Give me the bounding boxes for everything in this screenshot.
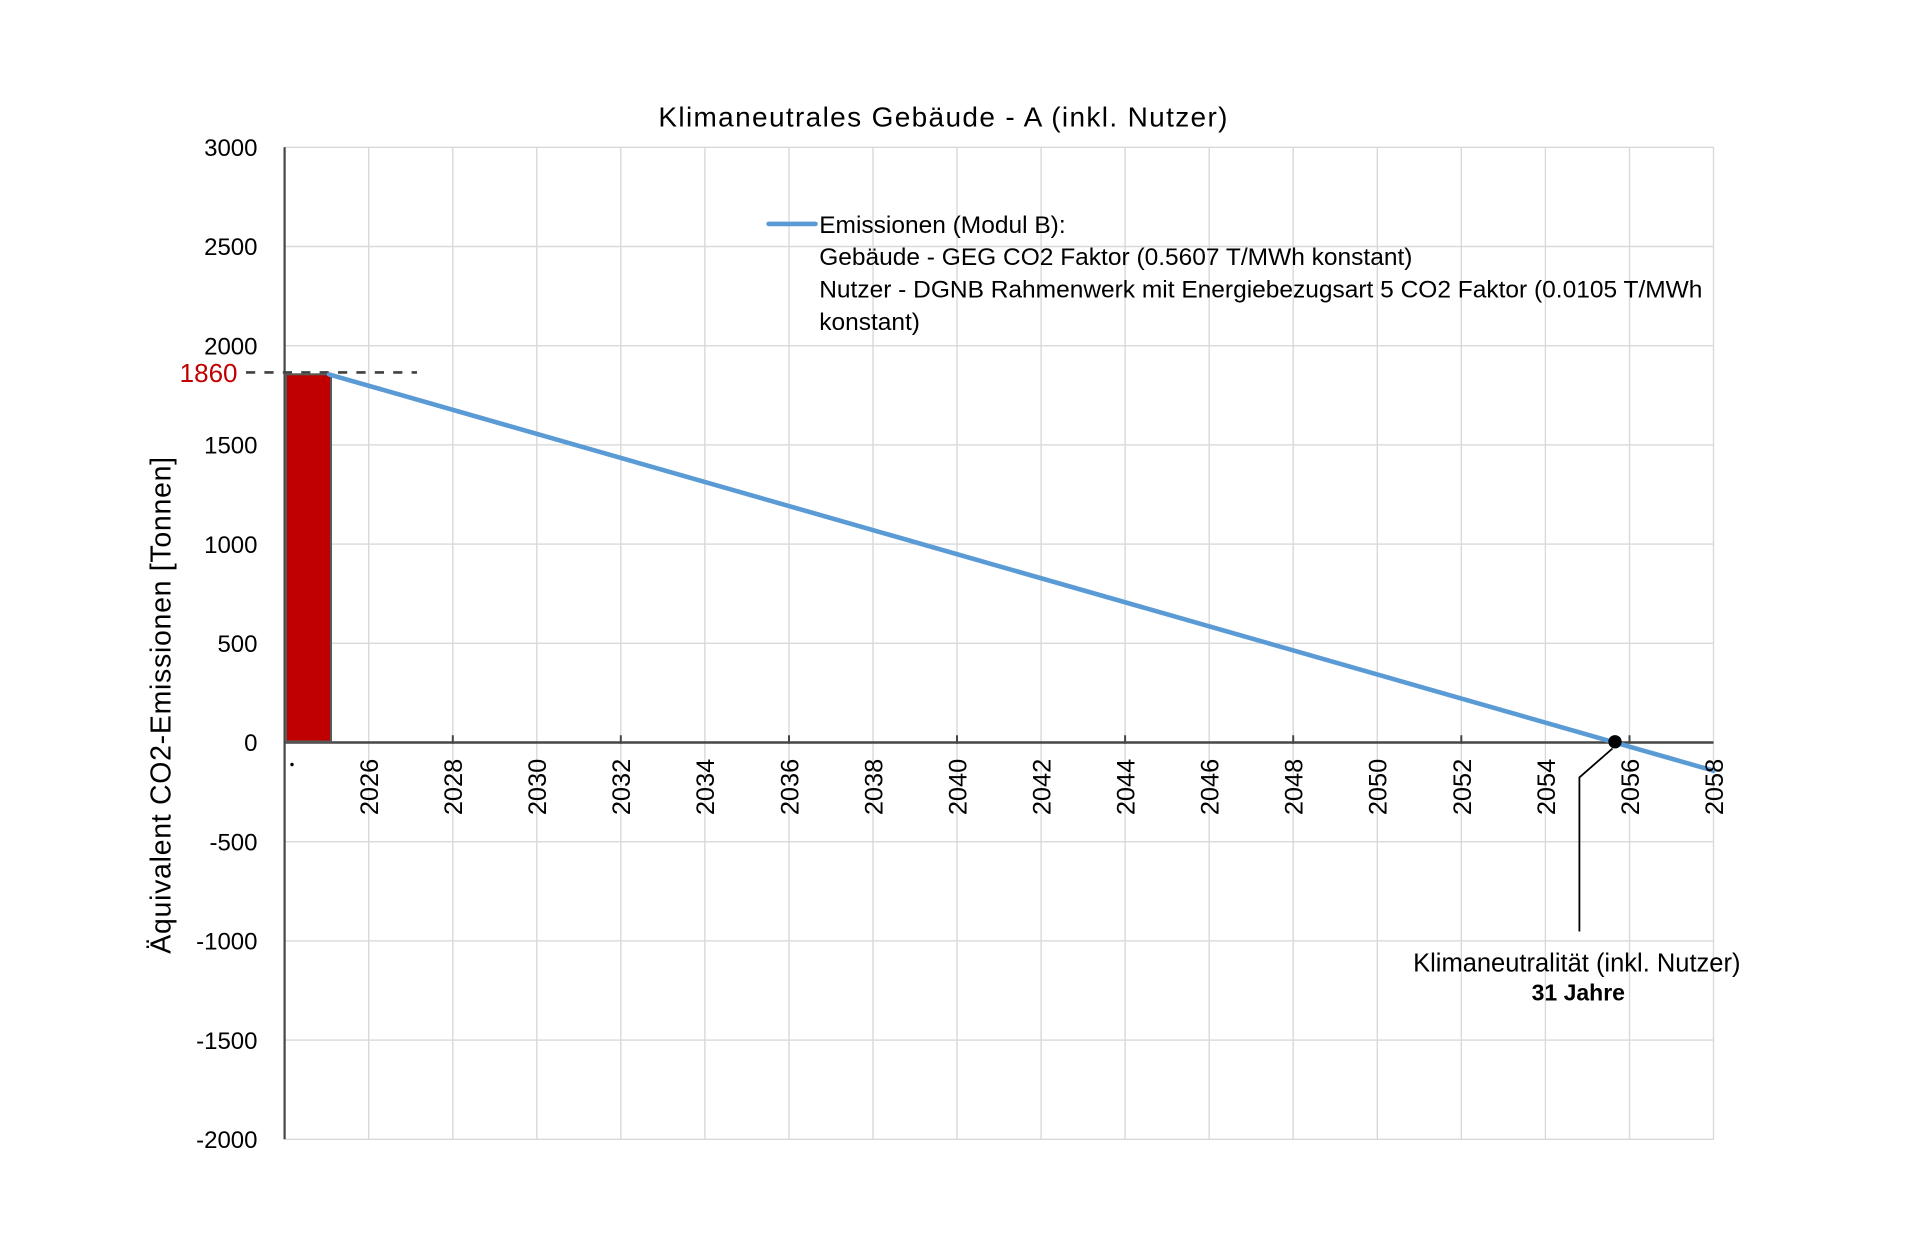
svg-text:-1500: -1500	[196, 1028, 257, 1055]
svg-text:2038: 2038	[860, 759, 888, 815]
svg-text:1000: 1000	[204, 532, 257, 559]
svg-text:2028: 2028	[440, 759, 468, 815]
svg-text:2050: 2050	[1365, 759, 1393, 815]
svg-text:-1000: -1000	[196, 929, 257, 956]
svg-text:2500: 2500	[204, 234, 257, 261]
svg-text:2056: 2056	[1617, 759, 1645, 815]
svg-text:2042: 2042	[1029, 759, 1057, 815]
svg-text:2044: 2044	[1113, 759, 1141, 815]
svg-text:Klimaneutrales Gebäude - A (in: Klimaneutrales Gebäude - A (inkl. Nutzer…	[658, 102, 1228, 133]
svg-text:3000: 3000	[204, 135, 257, 162]
svg-text:Nutzer - DGNB Rahmenwerk mit E: Nutzer - DGNB Rahmenwerk mit Energiebezu…	[819, 277, 1702, 304]
svg-text:2036: 2036	[776, 759, 804, 815]
svg-text:2026: 2026	[356, 759, 384, 815]
svg-text:500: 500	[217, 631, 257, 658]
svg-text:2034: 2034	[692, 759, 720, 815]
svg-text:2030: 2030	[524, 759, 552, 815]
svg-text:2046: 2046	[1197, 759, 1225, 815]
svg-text:2058: 2058	[1701, 759, 1729, 815]
svg-text:0: 0	[244, 730, 257, 757]
svg-text:-500: -500	[209, 830, 257, 857]
svg-text:konstant): konstant)	[819, 309, 920, 336]
svg-text:2048: 2048	[1281, 759, 1309, 815]
svg-text:1860: 1860	[180, 358, 238, 388]
svg-text:2052: 2052	[1449, 759, 1477, 815]
svg-text:2054: 2054	[1533, 759, 1561, 815]
svg-text:31 Jahre: 31 Jahre	[1532, 980, 1625, 1006]
svg-text:Äquivalent CO2-Emissionen [Ton: Äquivalent CO2-Emissionen [Tonnen]	[146, 456, 178, 953]
svg-text:2000: 2000	[204, 334, 257, 361]
svg-text:2032: 2032	[608, 759, 636, 815]
svg-text:Klimaneutralität (inkl. Nutzer: Klimaneutralität (inkl. Nutzer)	[1413, 949, 1740, 977]
svg-text:Emissionen (Modul B):: Emissionen (Modul B):	[819, 212, 1065, 239]
svg-text:2040: 2040	[944, 759, 972, 815]
svg-text:-2000: -2000	[196, 1127, 257, 1154]
svg-text:1500: 1500	[204, 433, 257, 460]
svg-text:Gebäude - GEG CO2 Faktor (0.56: Gebäude - GEG CO2 Faktor (0.5607 T/MWh k…	[819, 244, 1412, 271]
